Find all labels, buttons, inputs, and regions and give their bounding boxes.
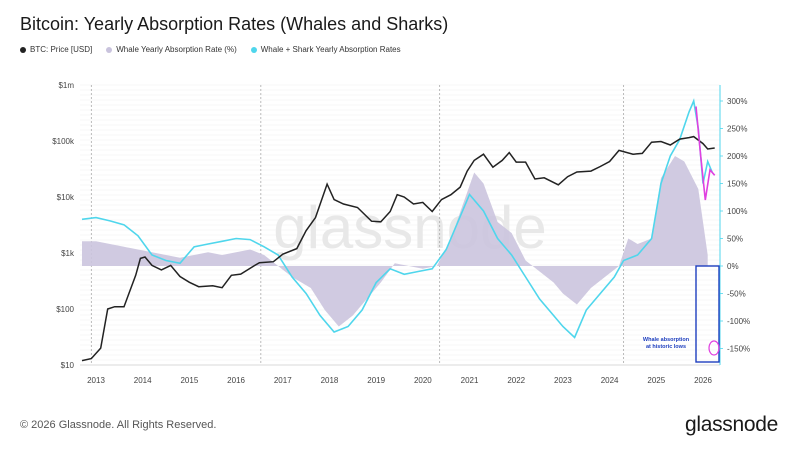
whale-projection-line [695,106,716,201]
x-tick-label: 2023 [554,376,572,385]
x-tick-label: 2018 [321,376,339,385]
legend-item-price[interactable]: BTC: Price [USD] [20,45,92,54]
left-tick-label: $1k [61,249,75,258]
right-tick-label: -100% [727,317,750,326]
x-tick-label: 2014 [134,376,152,385]
left-tick-label: $10 [61,361,75,370]
glassnode-logo: glassnode [684,413,778,436]
left-tick-label: $100 [56,305,74,314]
legend-label-whale-shark: Whale + Shark Yearly Absorption Rates [260,45,401,54]
legend-dot-whale-shark [250,46,257,53]
right-tick-label: 300% [727,97,747,106]
left-tick-label: $10k [57,193,75,202]
halving-lines [90,85,625,365]
x-axis-ticks: 2013 2014 2015 2016 2017 2018 2019 2020 2021 2022… [80,364,720,385]
x-tick-label: 2017 [274,376,292,385]
x-tick-label: 2025 [647,376,665,385]
x-tick-label: 2013 [87,376,105,385]
left-axis-ticks: $10 $100 $1k $10k $100k $1m [52,81,75,370]
x-tick-label: 2024 [601,376,619,385]
legend-item-whale[interactable]: Whale Yearly Absorption Rate (%) [106,45,237,54]
btc-price-line [81,135,715,362]
annotation-highlight-circle [708,340,720,356]
x-tick-label: 2021 [461,376,479,385]
whale-shark-absorption-line [81,98,714,339]
right-tick-label: 50% [727,235,743,244]
legend: BTC: Price [USD] Whale Yearly Absorption… [20,45,401,54]
right-tick-label: -50% [727,290,746,299]
annotation-text-line-1: Whale absorption [643,337,690,343]
x-tick-label: 2015 [180,376,198,385]
x-tick-label: 2022 [507,376,525,385]
right-tick-label: 0% [727,262,739,271]
legend-label-whale: Whale Yearly Absorption Rate (%) [116,45,237,54]
legend-item-whale-shark[interactable]: Whale + Shark Yearly Absorption Rates [250,45,401,54]
annotation-box [695,265,720,363]
chart-title: Bitcoin: Yearly Absorption Rates (Whales… [20,14,449,34]
x-tick-label: 2016 [227,376,245,385]
x-tick-label: 2020 [414,376,432,385]
right-tick-label: 250% [727,125,747,134]
left-tick-label: $100k [52,137,75,146]
legend-label-price: BTC: Price [USD] [30,45,93,54]
copyright-footer: © 2026 Glassnode. All Rights Reserved. [20,419,217,431]
x-tick-label: 2026 [694,376,712,385]
left-tick-label: $1m [58,81,74,90]
right-tick-label: 100% [727,207,747,216]
annotation-text-line-2: at historic lows [646,344,686,350]
legend-dot-whale [106,46,113,53]
x-tick-label: 2019 [367,376,385,385]
right-axis-ticks: -150% -100% -50% 0% 50% 100% 150% 200% 250% 300% [720,97,750,354]
right-tick-label: -150% [727,345,750,354]
legend-dot-price [20,46,26,53]
right-tick-label: 150% [727,180,747,189]
right-tick-label: 200% [727,152,747,161]
